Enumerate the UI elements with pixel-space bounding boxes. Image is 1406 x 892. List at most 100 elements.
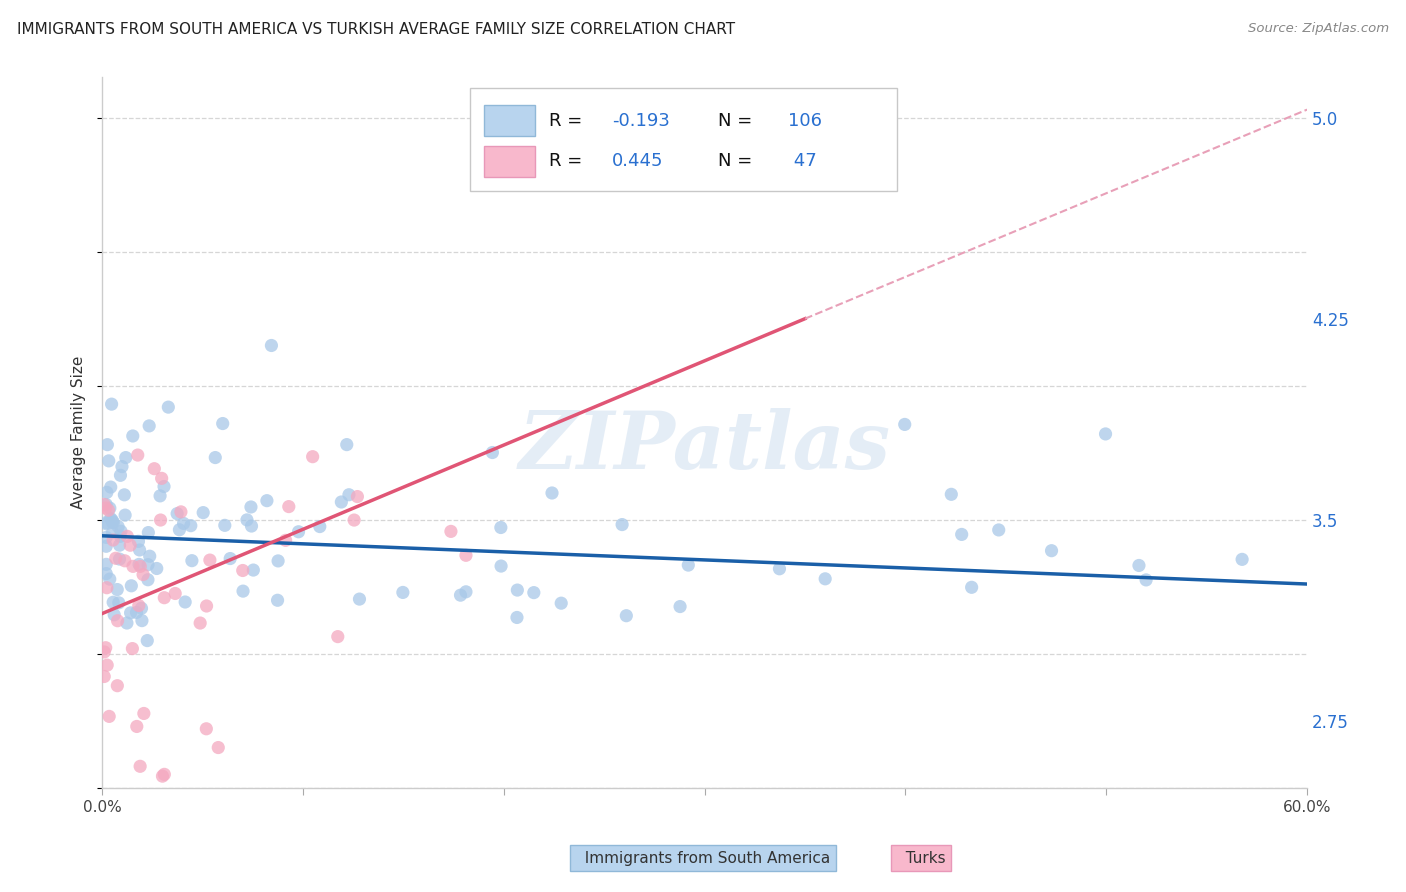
Point: [129, 559, 152, 574]
Text: R =: R =: [550, 153, 588, 170]
Point: [207, 740, 229, 755]
Point: [110, 529, 132, 543]
Point: [678, 558, 700, 573]
Point: [101, 525, 124, 540]
Point: [343, 513, 366, 527]
Text: N =: N =: [718, 153, 758, 170]
Point: [101, 513, 124, 527]
Point: [266, 593, 288, 607]
Text: Immigrants from South America: Immigrants from South America: [575, 851, 831, 865]
Point: [96, 566, 118, 581]
Point: [211, 417, 233, 431]
Point: [893, 417, 915, 432]
Point: [108, 538, 131, 552]
Point: [1040, 543, 1063, 558]
Point: [1128, 558, 1150, 573]
Point: [214, 518, 236, 533]
Point: [96, 658, 118, 673]
Point: [117, 529, 139, 543]
Point: [768, 562, 790, 576]
Point: [114, 508, 136, 522]
Point: [93, 669, 115, 683]
Point: [232, 564, 254, 578]
Point: [174, 595, 197, 609]
FancyBboxPatch shape: [470, 88, 897, 191]
Point: [960, 580, 983, 594]
Point: [550, 596, 572, 610]
Point: [138, 525, 160, 540]
Point: [260, 338, 283, 352]
Point: [987, 523, 1010, 537]
Point: [111, 459, 134, 474]
Point: [136, 558, 159, 572]
Point: [489, 559, 512, 574]
Point: [101, 533, 124, 547]
Point: [157, 400, 180, 414]
Point: [506, 610, 529, 624]
Point: [128, 543, 150, 558]
Point: [120, 606, 142, 620]
Point: [107, 519, 129, 533]
Point: [96, 498, 118, 512]
Point: [120, 579, 142, 593]
Point: [450, 588, 472, 602]
Point: [94, 640, 117, 655]
Text: 106: 106: [787, 112, 821, 129]
Point: [336, 437, 359, 451]
Point: [173, 516, 195, 531]
Point: [132, 567, 155, 582]
Text: R =: R =: [550, 112, 588, 129]
Point: [188, 615, 211, 630]
Point: [454, 549, 477, 563]
Point: [165, 586, 187, 600]
Point: [114, 554, 136, 568]
Point: [346, 490, 368, 504]
Point: [239, 500, 262, 514]
Point: [103, 607, 125, 622]
Point: [274, 533, 297, 548]
FancyBboxPatch shape: [484, 145, 534, 177]
Point: [169, 523, 191, 537]
Point: [150, 471, 173, 485]
Point: [204, 450, 226, 465]
Point: [153, 767, 176, 781]
Point: [232, 584, 254, 599]
Point: [240, 519, 263, 533]
Point: [120, 538, 142, 552]
Point: [96, 558, 118, 572]
Point: [392, 585, 415, 599]
Point: [105, 582, 128, 597]
Point: [125, 719, 148, 733]
Point: [93, 645, 115, 659]
Point: [110, 468, 132, 483]
Point: [242, 563, 264, 577]
Text: ZIPatlas: ZIPatlas: [519, 408, 891, 485]
Text: 47: 47: [787, 153, 817, 170]
Point: [145, 561, 167, 575]
Point: [153, 479, 176, 493]
Point: [96, 485, 118, 500]
Point: [131, 614, 153, 628]
Point: [301, 450, 323, 464]
Point: [96, 530, 118, 544]
Point: [337, 488, 360, 502]
Point: [143, 461, 166, 475]
Point: [94, 500, 117, 515]
Point: [104, 551, 127, 566]
Point: [96, 516, 118, 531]
Point: [330, 495, 353, 509]
Text: Source: ZipAtlas.com: Source: ZipAtlas.com: [1249, 22, 1389, 36]
Point: [138, 549, 160, 564]
Point: [96, 437, 118, 451]
Point: [105, 679, 128, 693]
Point: [97, 503, 120, 517]
Point: [128, 558, 150, 572]
Point: [170, 505, 193, 519]
Point: [149, 489, 172, 503]
Point: [107, 596, 129, 610]
Point: [138, 418, 160, 433]
Point: [136, 573, 159, 587]
Text: N =: N =: [718, 112, 758, 129]
Text: Turks: Turks: [896, 851, 946, 865]
Point: [541, 486, 564, 500]
